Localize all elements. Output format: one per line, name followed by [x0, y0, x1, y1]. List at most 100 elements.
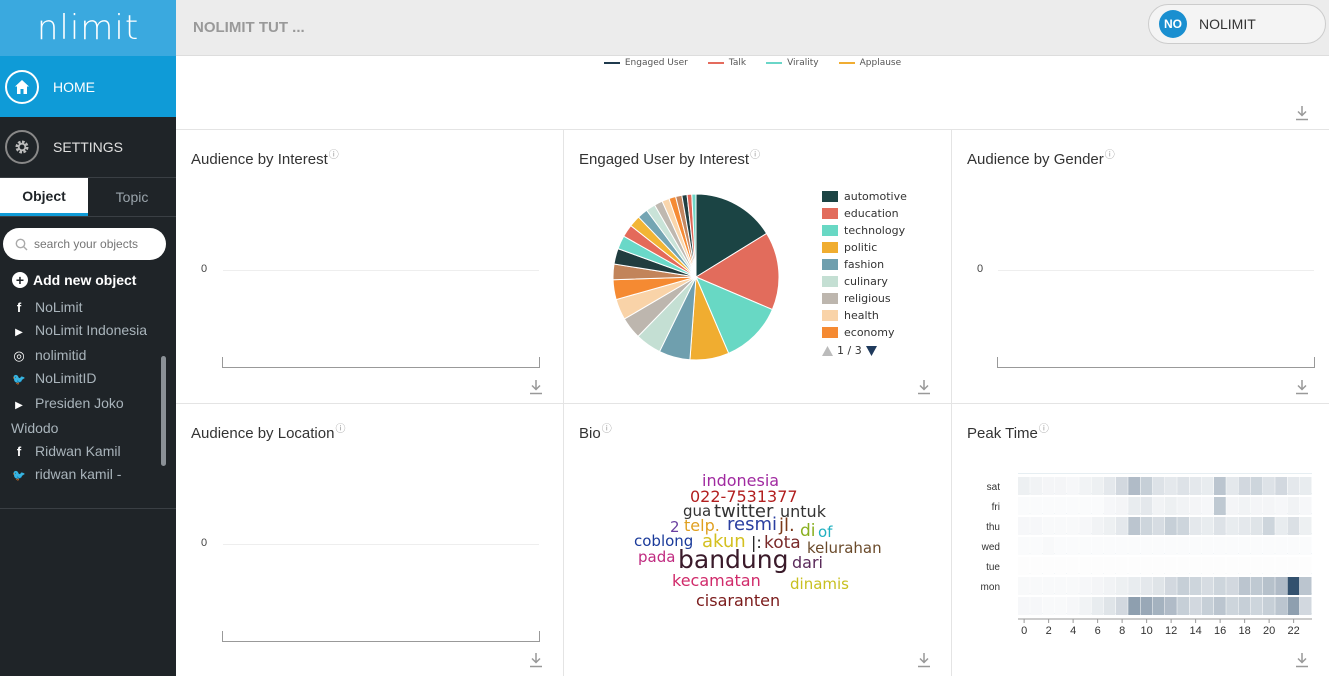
heatmap-cell[interactable]: [1054, 537, 1067, 555]
heatmap-cell[interactable]: [1275, 597, 1287, 615]
heatmap-cell[interactable]: [1116, 517, 1128, 535]
heatmap-cell[interactable]: [1226, 577, 1238, 595]
heatmap-cell[interactable]: [1189, 477, 1202, 495]
heatmap-cell[interactable]: [1214, 517, 1226, 535]
heatmap-cell[interactable]: [1263, 557, 1275, 575]
download-icon[interactable]: [1295, 105, 1309, 121]
object-item[interactable]: 🐦 NoLimitID: [0, 367, 160, 392]
pie-slice-automotive[interactable]: [695, 193, 768, 278]
heatmap-cell[interactable]: [1299, 577, 1312, 595]
pager-prev-icon[interactable]: [822, 345, 833, 356]
heatmap-cell[interactable]: [1042, 517, 1055, 535]
heatmap-cell[interactable]: [1140, 577, 1153, 595]
heatmap-cell[interactable]: [1177, 537, 1189, 555]
heatmap-cell[interactable]: [1091, 557, 1104, 575]
heatmap-cell[interactable]: [1079, 557, 1091, 575]
heatmap-cell[interactable]: [1214, 497, 1226, 515]
legend-item-health[interactable]: health: [822, 307, 907, 324]
heatmap-cell[interactable]: [1128, 577, 1140, 595]
heatmap-cell[interactable]: [1116, 577, 1128, 595]
heatmap-cell[interactable]: [1091, 497, 1104, 515]
heatmap-cell[interactable]: [1250, 497, 1263, 515]
heatmap-cell[interactable]: [1140, 497, 1153, 515]
heatmap-cell[interactable]: [1042, 497, 1055, 515]
heatmap-cell[interactable]: [1201, 477, 1214, 495]
heatmap-cell[interactable]: [1238, 577, 1251, 595]
heatmap-cell[interactable]: [1165, 477, 1177, 495]
heatmap-cell[interactable]: [1189, 577, 1202, 595]
heatmap-cell[interactable]: [1067, 597, 1079, 615]
heatmap-cell[interactable]: [1287, 577, 1300, 595]
heatmap-cell[interactable]: [1042, 537, 1055, 555]
heatmap-cell[interactable]: [1054, 477, 1067, 495]
heatmap-cell[interactable]: [1226, 517, 1238, 535]
heatmap-cell[interactable]: [1042, 577, 1055, 595]
heatmap-cell[interactable]: [1042, 557, 1055, 575]
info-icon[interactable]: ⓘ: [335, 424, 346, 435]
heatmap-cell[interactable]: [1263, 537, 1275, 555]
nolimit-logo[interactable]: nlimit: [0, 0, 176, 56]
heatmap-cell[interactable]: [1067, 517, 1079, 535]
heatmap-cell[interactable]: [1275, 497, 1287, 515]
heatmap-cell[interactable]: [1214, 477, 1226, 495]
heatmap-cell[interactable]: [1152, 537, 1165, 555]
heatmap-cell[interactable]: [1201, 517, 1214, 535]
heatmap-cell[interactable]: [1177, 577, 1189, 595]
heatmap-cell[interactable]: [1263, 597, 1275, 615]
heatmap-cell[interactable]: [1299, 557, 1312, 575]
heatmap-cell[interactable]: [1250, 577, 1263, 595]
heatmap-cell[interactable]: [1165, 497, 1177, 515]
heatmap-cell[interactable]: [1152, 497, 1165, 515]
heatmap-cell[interactable]: [1018, 537, 1030, 555]
heatmap-cell[interactable]: [1238, 557, 1251, 575]
heatmap-cell[interactable]: [1152, 597, 1165, 615]
legend-item-religious[interactable]: religious: [822, 290, 907, 307]
heatmap-cell[interactable]: [1079, 477, 1091, 495]
heatmap-cell[interactable]: [1287, 497, 1300, 515]
nav-home[interactable]: HOME: [0, 56, 176, 117]
download-icon[interactable]: [529, 652, 543, 668]
heatmap-cell[interactable]: [1116, 597, 1128, 615]
add-new-object-button[interactable]: + Add new object: [12, 272, 176, 288]
heatmap-cell[interactable]: [1128, 517, 1140, 535]
heatmap-cell[interactable]: [1238, 517, 1251, 535]
heatmap-cell[interactable]: [1030, 557, 1042, 575]
heatmap-cell[interactable]: [1275, 537, 1287, 555]
heatmap-cell[interactable]: [1250, 537, 1263, 555]
heatmap-cell[interactable]: [1128, 477, 1140, 495]
heatmap-cell[interactable]: [1018, 557, 1030, 575]
heatmap-cell[interactable]: [1152, 477, 1165, 495]
heatmap-cell[interactable]: [1250, 597, 1263, 615]
heatmap-cell[interactable]: [1128, 597, 1140, 615]
heatmap-cell[interactable]: [1091, 537, 1104, 555]
heatmap-cell[interactable]: [1140, 557, 1153, 575]
heatmap-cell[interactable]: [1275, 577, 1287, 595]
heatmap-cell[interactable]: [1299, 477, 1312, 495]
heatmap-cell[interactable]: [1018, 517, 1030, 535]
object-item[interactable]: f Ridwan Kamil: [0, 440, 160, 463]
heatmap-cell[interactable]: [1250, 557, 1263, 575]
heatmap-cell[interactable]: [1054, 557, 1067, 575]
download-icon[interactable]: [1295, 379, 1309, 395]
heatmap-cell[interactable]: [1054, 497, 1067, 515]
heatmap-cell[interactable]: [1275, 557, 1287, 575]
heatmap-cell[interactable]: [1067, 497, 1079, 515]
heatmap-cell[interactable]: [1042, 597, 1055, 615]
heatmap-cell[interactable]: [1116, 497, 1128, 515]
heatmap-cell[interactable]: [1287, 537, 1300, 555]
heatmap-cell[interactable]: [1238, 477, 1251, 495]
legend-item-technology[interactable]: technology: [822, 222, 907, 239]
heatmap-cell[interactable]: [1030, 597, 1042, 615]
heatmap-cell[interactable]: [1250, 517, 1263, 535]
info-icon[interactable]: ⓘ: [601, 424, 612, 435]
tab-object[interactable]: Object: [0, 178, 88, 216]
heatmap-cell[interactable]: [1103, 557, 1116, 575]
heatmap-cell[interactable]: [1079, 577, 1091, 595]
heatmap-cell[interactable]: [1091, 597, 1104, 615]
heatmap-cell[interactable]: [1226, 537, 1238, 555]
heatmap-cell[interactable]: [1054, 577, 1067, 595]
legend-applause[interactable]: Applause: [838, 58, 901, 68]
heatmap-cell[interactable]: [1287, 597, 1300, 615]
legend-item-culinary[interactable]: culinary: [822, 273, 907, 290]
pager-next-icon[interactable]: [865, 345, 877, 356]
